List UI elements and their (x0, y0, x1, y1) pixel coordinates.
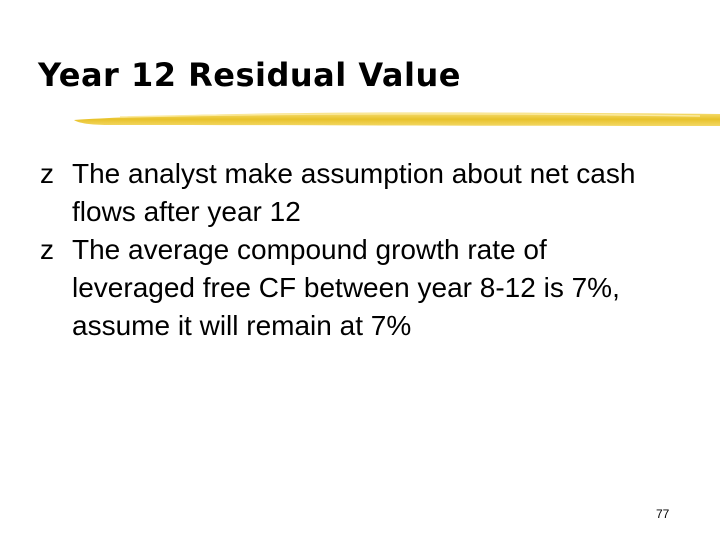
title-underline (74, 112, 720, 126)
bullet-text: The analyst make assumption about net ca… (72, 158, 636, 227)
slide-title: Year 12 Residual Value (38, 56, 461, 94)
bullet-item: z The analyst make assumption about net c… (40, 155, 647, 231)
bullet-glyph: z (40, 234, 54, 265)
bullet-item: z The average compound growth rate of lev… (40, 231, 647, 345)
bullet-list: z The analyst make assumption about net c… (40, 155, 650, 345)
bullet-glyph: z (40, 158, 54, 189)
bullet-text: The average compound growth rate of leve… (72, 234, 620, 341)
page-number: 77 (656, 507, 670, 521)
